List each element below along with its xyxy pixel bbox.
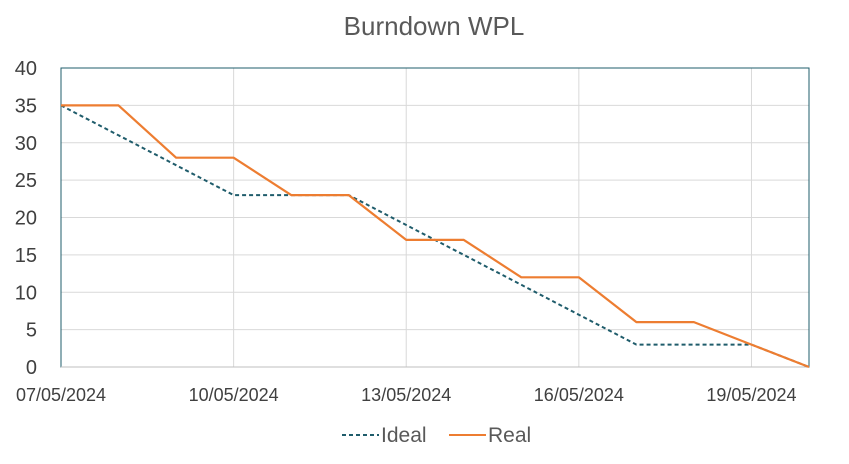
y-tick-label: 20 (15, 208, 37, 230)
x-tick-label: 19/05/2024 (706, 385, 796, 405)
chart-title: Burndown WPL (344, 11, 525, 41)
gridlines (61, 68, 809, 367)
axes (60, 67, 810, 368)
y-tick-label: 15 (15, 245, 37, 267)
y-tick-label: 35 (15, 95, 37, 117)
series-line-real (61, 104, 810, 369)
y-tick-label: 10 (15, 282, 37, 304)
y-tick-label: 25 (15, 170, 37, 192)
x-tick-label: 16/05/2024 (534, 385, 624, 405)
legend-label-ideal: Ideal (381, 424, 427, 447)
series-line-ideal (60, 104, 810, 368)
y-tick-label: 30 (15, 133, 37, 155)
x-tick-label: 07/05/2024 (16, 385, 106, 405)
y-tick-label: 0 (26, 357, 37, 379)
legend: Ideal Real (342, 424, 531, 447)
y-tick-label: 40 (15, 58, 37, 80)
y-tick-label: 5 (26, 320, 37, 342)
legend-label-real: Real (488, 424, 531, 447)
series-lines (60, 104, 810, 369)
tick-labels: 0 5 10 15 20 25 30 35 40 07/05/2024 10/05/2024 13/0… (15, 58, 797, 405)
x-tick-label: 13/05/2024 (361, 385, 451, 405)
x-tick-label: 10/05/2024 (189, 385, 279, 405)
